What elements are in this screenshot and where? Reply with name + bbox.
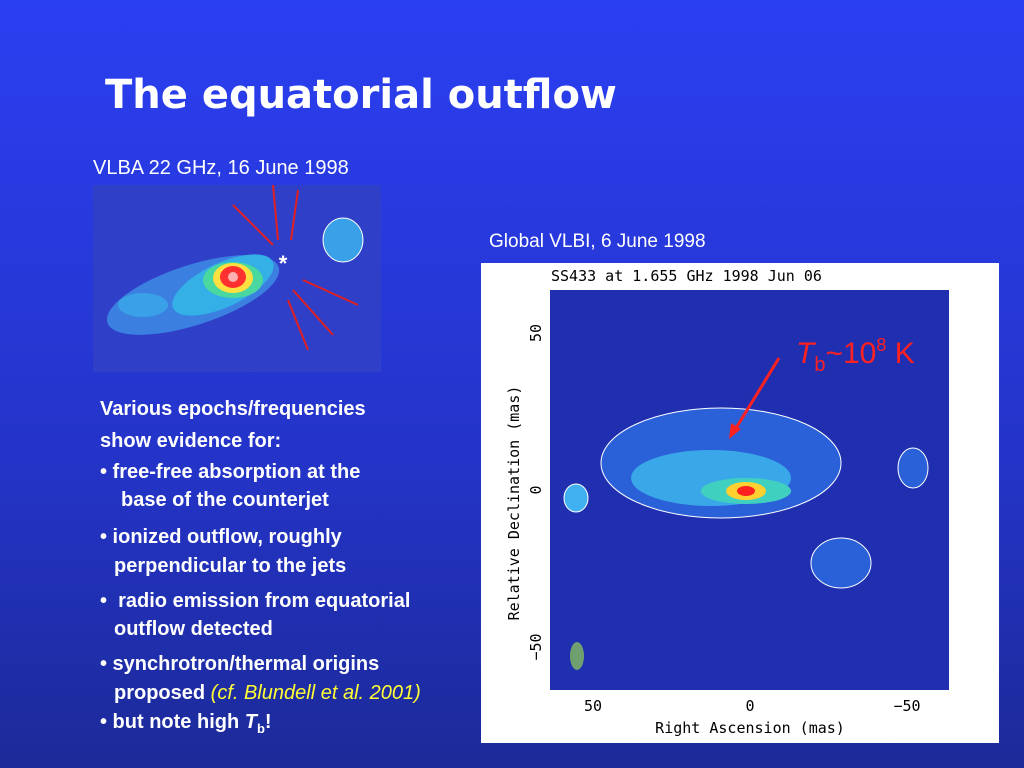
text: ! <box>264 711 272 733</box>
x-tick-label: −50 <box>893 697 920 715</box>
y-axis-label: Relative Declination (mas) <box>505 386 523 621</box>
text: T <box>796 337 817 370</box>
body-line: proposed (cf. Blundell et al. 2001) <box>114 682 421 705</box>
beam <box>570 642 584 670</box>
text: proposed <box>114 682 211 704</box>
vlba-image: * <box>93 185 381 372</box>
x-axis-label: Right Ascension (mas) <box>655 719 845 737</box>
right-caption: Global VLBI, 6 June 1998 <box>489 231 706 252</box>
x-tick-label: 50 <box>584 697 602 715</box>
contour <box>897 447 929 489</box>
slide-title: The equatorial outflow <box>105 72 617 118</box>
body-line: • free-free absorption at the <box>100 461 361 483</box>
text: b <box>814 354 825 376</box>
contour <box>810 537 872 589</box>
arrow <box>731 357 781 434</box>
plot-title: SS433 at 1.655 GHz 1998 Jun 06 <box>551 267 822 285</box>
body-line: perpendicular to the jets <box>114 555 347 577</box>
text: b <box>256 721 265 736</box>
core <box>228 272 238 282</box>
y-tick-label: −50 <box>527 633 545 660</box>
body-line: • synchrotron/thermal origins <box>100 653 380 675</box>
body-line: base of the counterjet <box>121 489 329 511</box>
left-caption: VLBA 22 GHz, 16 June 1998 <box>93 157 349 179</box>
tb-annotation: Tb~108 K <box>796 335 915 376</box>
y-tick-label: 50 <box>527 324 545 342</box>
contour <box>118 293 168 317</box>
text: 8 <box>876 335 886 355</box>
body-line: • ionized outflow, roughly <box>100 526 342 548</box>
y-tick-label: 0 <box>527 485 545 494</box>
contour <box>322 217 364 263</box>
core <box>737 486 755 496</box>
body-line: outflow detected <box>114 618 273 640</box>
arrow-head <box>729 423 741 439</box>
text: T <box>244 711 257 733</box>
body-line: • but note high Tb! <box>100 711 272 736</box>
vlbi-plot: SS433 at 1.655 GHz 1998 Jun 06 Tb~108 K … <box>481 263 999 743</box>
text: K <box>886 337 914 370</box>
text: ~10 <box>825 337 876 370</box>
arrows <box>232 185 359 351</box>
x-tick-label: 0 <box>745 697 754 715</box>
citation: (cf. Blundell et al. 2001) <box>210 682 421 704</box>
body-line: • radio emission from equatorial <box>100 590 411 612</box>
text: • but note high <box>100 711 245 733</box>
contour <box>563 483 589 513</box>
body-line: show evidence for: <box>100 430 282 452</box>
marker: * <box>279 251 288 276</box>
body-line: Various epochs/frequencies <box>100 398 366 420</box>
